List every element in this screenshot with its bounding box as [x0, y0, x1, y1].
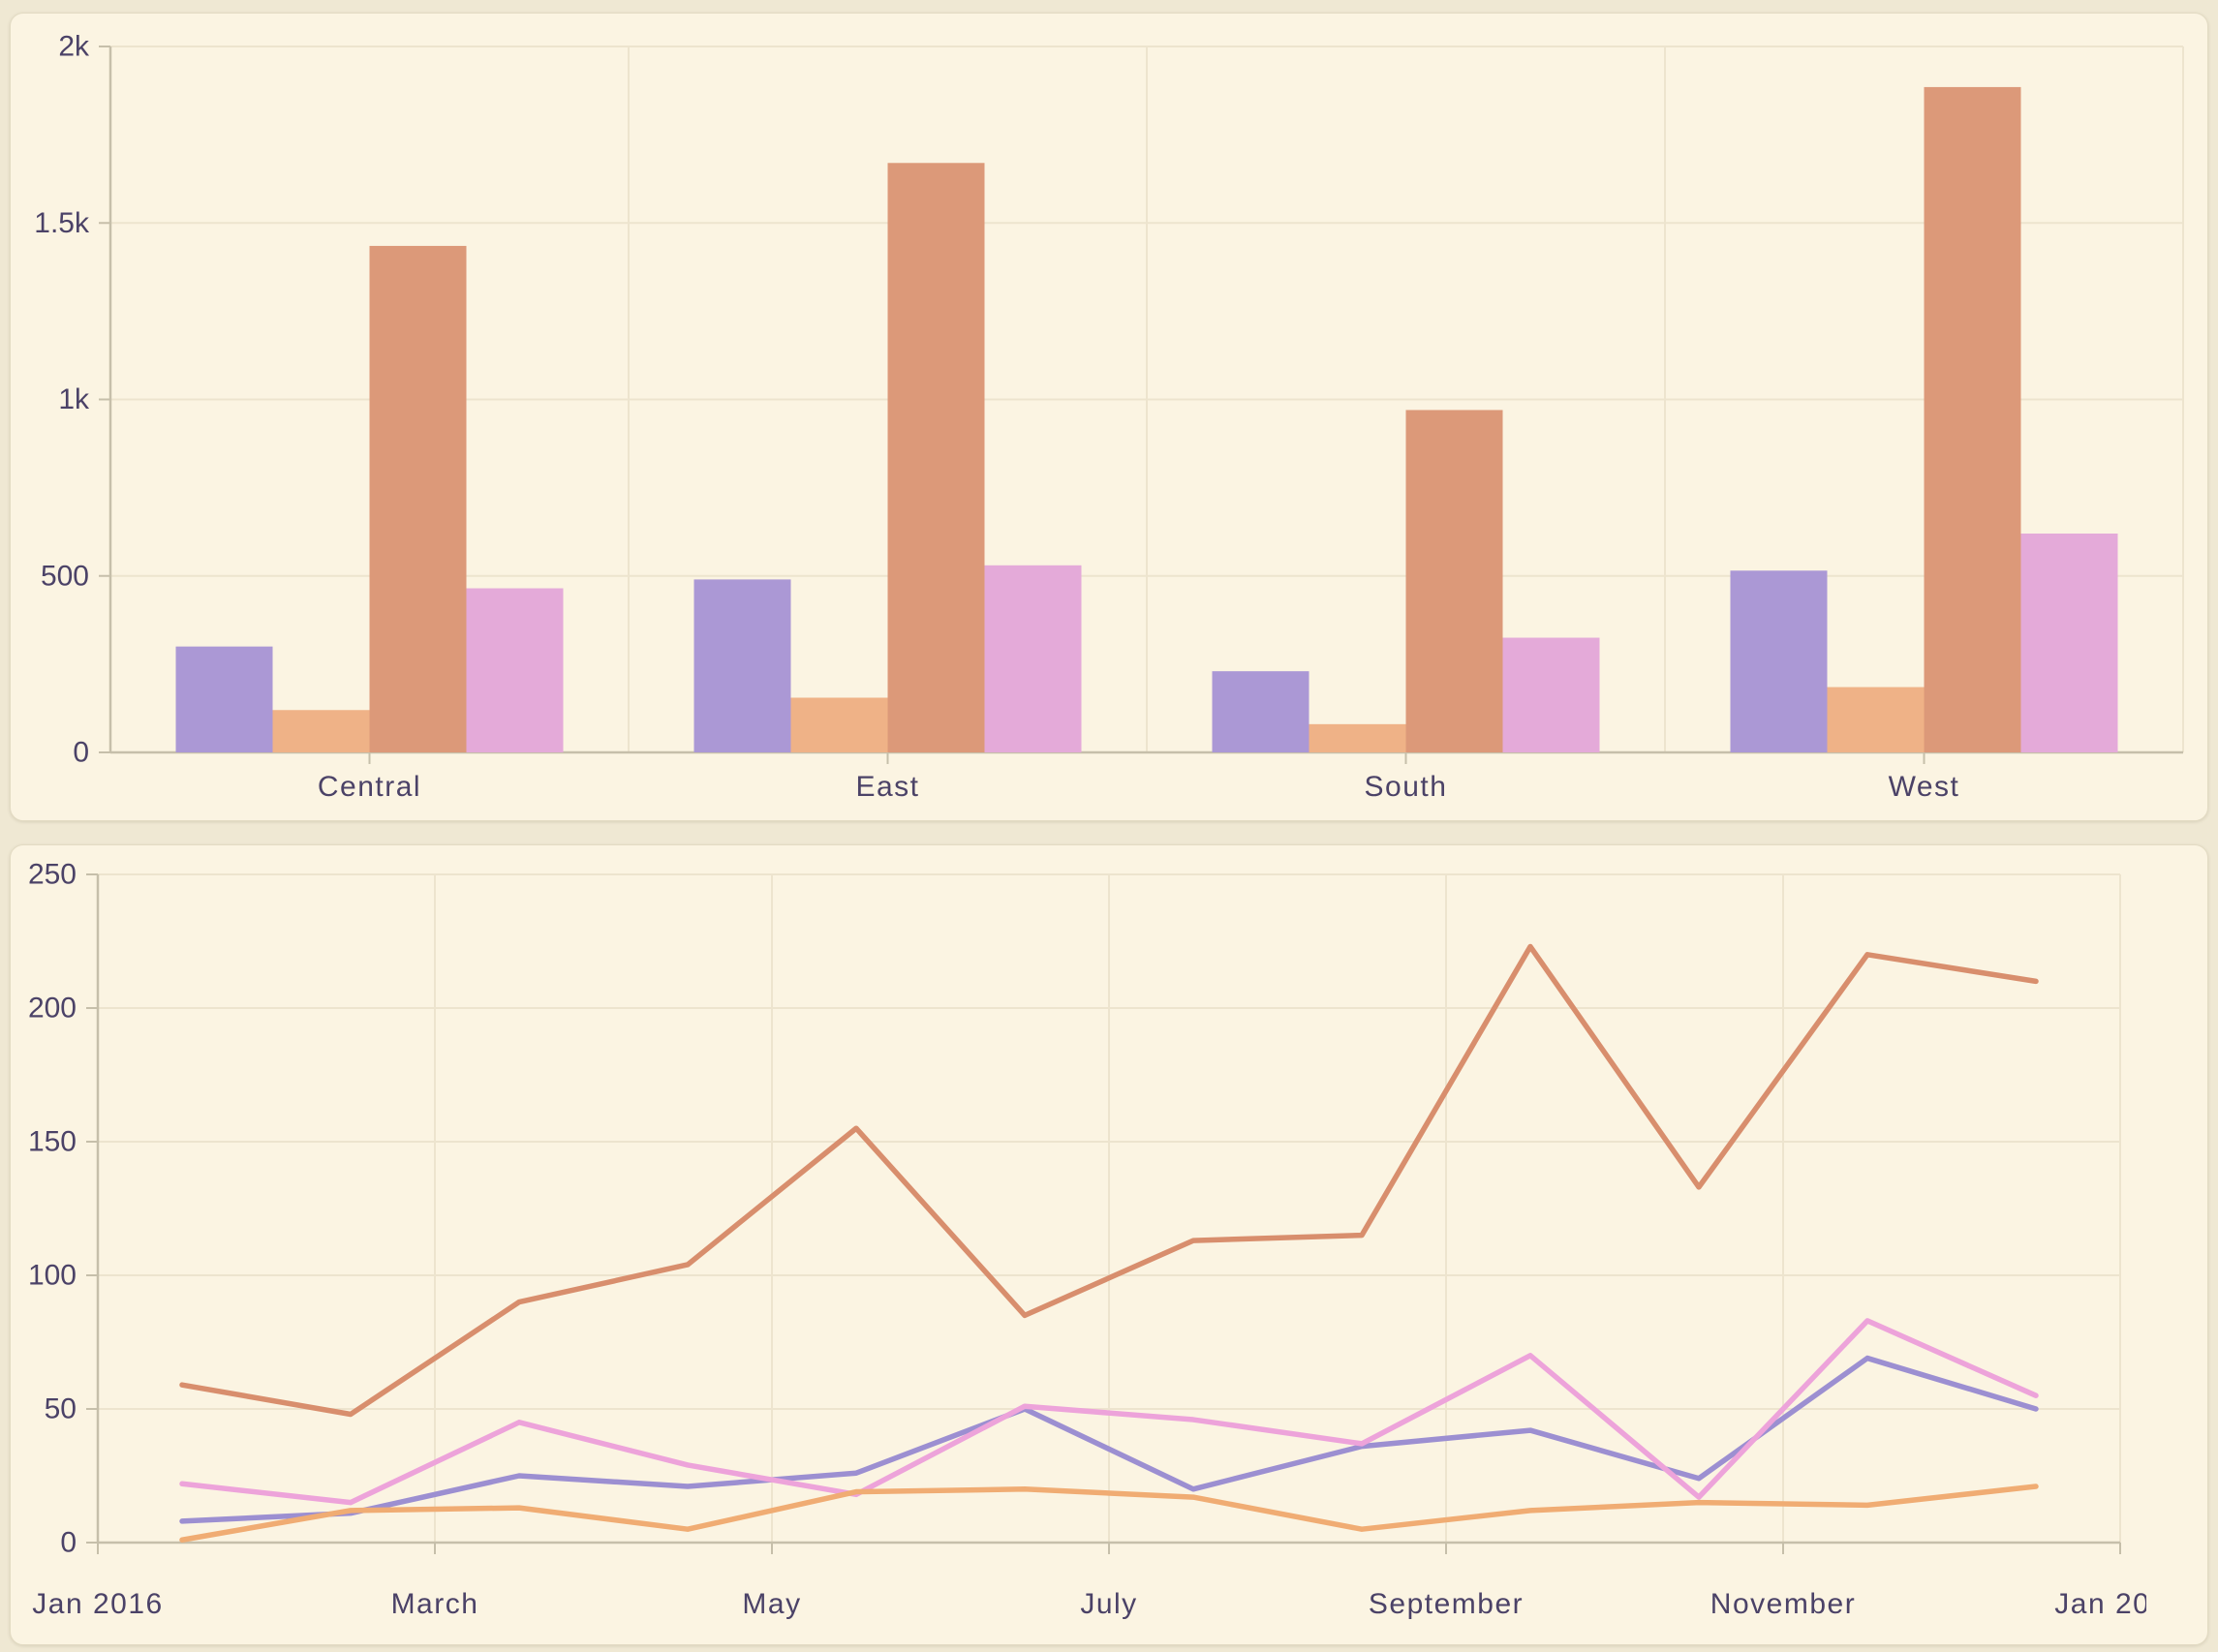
- y-tick-label: 150: [28, 1126, 77, 1158]
- x-tick-label: November: [1710, 1588, 1856, 1620]
- x-tick-label: May: [742, 1588, 801, 1620]
- tick-labels: 0 500 1k 1.5k 2k Central East South West: [34, 31, 1960, 804]
- x-tick-label: West: [1889, 771, 1960, 803]
- x-tick-label: September: [1369, 1588, 1524, 1620]
- bar-group-east: [693, 163, 1082, 752]
- bar-purple: [175, 646, 273, 752]
- x-tick-label: March: [391, 1588, 479, 1620]
- bar-purple: [693, 579, 791, 752]
- bar-pink: [466, 588, 564, 752]
- bar-chart-card: 0 500 1k 1.5k 2k Central East South West: [10, 13, 2208, 821]
- bar-group-west: [1730, 86, 2118, 753]
- y-tick-label: 200: [28, 993, 77, 1025]
- y-tick-label: 500: [41, 560, 89, 592]
- y-tick-label: 0: [73, 737, 89, 769]
- bar-purple: [1212, 671, 1309, 752]
- grouped-bar-chart: 0 500 1k 1.5k 2k Central East South West: [34, 31, 2184, 804]
- line-series-light-orange: [179, 1484, 2039, 1543]
- x-tick-label: South: [1365, 771, 1448, 803]
- y-tick-label: 50: [45, 1393, 77, 1425]
- y-tick-label: 1k: [58, 383, 90, 415]
- bar-salmon: [1924, 86, 2021, 753]
- axes: [86, 873, 2121, 1554]
- bar-pink: [1502, 637, 1600, 752]
- bar-pink: [984, 565, 1082, 752]
- y-tick-label: 2k: [58, 31, 90, 63]
- x-tick-label: Central: [318, 771, 421, 803]
- line-series-pink: [179, 1318, 2039, 1506]
- line-series: [179, 943, 2039, 1543]
- bar-light-orange: [790, 697, 888, 752]
- tick-labels: 0 50 100 150 200 250 Jan 2016 March May July Septe…: [28, 859, 2146, 1621]
- bars: [175, 86, 2118, 753]
- x-tick-label: East: [855, 771, 919, 803]
- x-tick-label: July: [1080, 1588, 1137, 1620]
- y-tick-label: 1.5k: [34, 207, 90, 239]
- y-tick-label: 100: [28, 1260, 77, 1292]
- y-tick-label: 0: [60, 1527, 77, 1559]
- line-series-purple: [179, 1355, 2039, 1524]
- bar-light-orange: [1827, 687, 1925, 752]
- line-series-salmon: [179, 943, 2039, 1418]
- x-tick-label: Jan 2016: [32, 1588, 163, 1620]
- bar-light-orange: [272, 710, 370, 752]
- line-chart: 0 50 100 150 200 250 Jan 2016 March May July Septe…: [28, 859, 2146, 1621]
- bar-salmon: [887, 163, 985, 752]
- line-chart-card: 0 50 100 150 200 250 Jan 2016 March May July Septe…: [10, 844, 2208, 1645]
- bar-salmon: [369, 245, 467, 752]
- bar-pink: [2020, 534, 2118, 752]
- bar-salmon: [1405, 410, 1503, 752]
- bar-group-south: [1212, 410, 1600, 752]
- y-tick-label: 250: [28, 859, 77, 891]
- bar-purple: [1730, 570, 1828, 752]
- gridlines: [98, 873, 2121, 1543]
- bar-group-central: [175, 245, 564, 752]
- bar-light-orange: [1309, 723, 1406, 752]
- x-tick-label: Jan 2017: [2054, 1588, 2146, 1620]
